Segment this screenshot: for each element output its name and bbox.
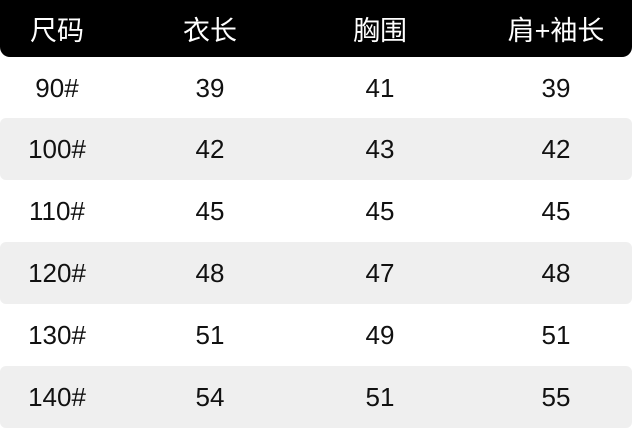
table-row: 110# 45 45 45 <box>0 180 632 242</box>
cell-size: 130# <box>28 319 86 350</box>
table-row: 120# 48 47 48 <box>0 242 632 304</box>
cell-length: 48 <box>195 257 225 288</box>
cell-length: 54 <box>195 381 225 412</box>
cell-chest: 49 <box>365 319 395 350</box>
table-row: 130# 51 49 51 <box>0 304 632 366</box>
cell-length: 45 <box>195 195 225 226</box>
cell-length: 51 <box>195 319 225 350</box>
cell-length: 39 <box>195 72 225 103</box>
cell-chest: 43 <box>365 133 395 164</box>
cell-shoulder-sleeve: 45 <box>541 195 571 226</box>
cell-shoulder-sleeve: 48 <box>541 257 571 288</box>
cell-chest: 51 <box>365 381 395 412</box>
header-size: 尺码 <box>30 16 84 46</box>
table-row: 90# 39 41 39 <box>0 57 632 119</box>
table-header: 尺码 衣长 胸围 肩+袖长 <box>0 0 632 57</box>
cell-size: 120# <box>28 257 86 288</box>
cell-chest: 47 <box>365 257 395 288</box>
cell-size: 90# <box>35 72 79 103</box>
cell-size: 100# <box>28 133 86 164</box>
cell-shoulder-sleeve: 51 <box>541 319 571 350</box>
table-row: 140# 54 51 55 <box>0 366 632 428</box>
cell-length: 42 <box>195 133 225 164</box>
cell-size: 140# <box>28 381 86 412</box>
table-row: 100# 42 43 42 <box>0 118 632 180</box>
header-length: 衣长 <box>183 16 237 46</box>
cell-shoulder-sleeve: 42 <box>541 133 571 164</box>
cell-shoulder-sleeve: 55 <box>541 381 571 412</box>
cell-chest: 41 <box>365 72 395 103</box>
cell-size: 110# <box>29 195 85 226</box>
cell-chest: 45 <box>365 195 395 226</box>
header-chest: 胸围 <box>353 16 407 46</box>
cell-shoulder-sleeve: 39 <box>541 72 571 103</box>
header-shoulder-sleeve: 肩+袖长 <box>507 16 605 46</box>
